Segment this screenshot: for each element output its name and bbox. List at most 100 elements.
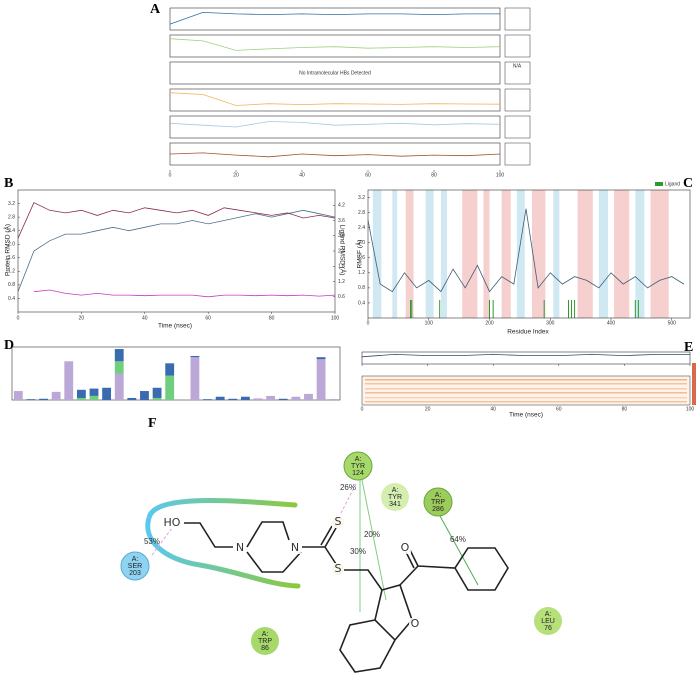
y-tick-label: 2.4	[358, 225, 365, 231]
side-note: N/A	[513, 63, 522, 69]
residue-tyr124	[343, 451, 373, 481]
series-line	[33, 289, 336, 298]
plot-frame	[169, 61, 501, 85]
residue-label: 286	[432, 506, 444, 513]
x-axis-label: Time (nsec)	[509, 412, 543, 419]
y-tick-label: 0.6	[338, 294, 345, 300]
x-tick-label: 0	[367, 320, 370, 326]
bar-segment	[102, 387, 112, 400]
interaction-label: 64%	[450, 535, 466, 544]
y-tick-label: 2.4	[338, 248, 345, 254]
x-tick-label: 100	[331, 315, 340, 321]
plot-frame	[169, 115, 501, 139]
residue-label: TRP	[431, 499, 445, 506]
sse-band	[532, 190, 546, 318]
residue-trp86	[251, 627, 279, 655]
atom-bg	[234, 542, 246, 554]
plot-frame	[361, 351, 691, 365]
x-tick-label: 300	[546, 320, 555, 326]
annotation: No Intramolecular HBs Detected	[299, 70, 371, 76]
interaction-label: 20%	[364, 530, 380, 539]
sse-band	[425, 190, 434, 318]
y-axis-label: RMSF (Å)	[355, 240, 364, 269]
bar-segment	[240, 396, 250, 400]
bar-segment	[316, 359, 326, 400]
bar-segment	[228, 398, 238, 400]
interaction-label: 53%	[144, 537, 160, 546]
sse-band	[462, 190, 478, 318]
residue-label: TRP	[258, 638, 272, 645]
sse-band	[483, 190, 490, 318]
residue-trp286	[423, 487, 453, 517]
residue-leu76	[534, 607, 562, 635]
x-axis-label: Time (nsec)	[158, 323, 192, 330]
series-line	[367, 208, 685, 293]
x-tick-label: 40	[142, 315, 148, 321]
bar-segment	[152, 387, 162, 398]
bar-segment	[165, 363, 175, 376]
y-tick-label: 2.0	[8, 242, 15, 248]
panel-label: A	[150, 2, 161, 17]
y-tick-label: 0.4	[8, 296, 15, 302]
interaction-diagram: A:TYR124A:TYR341A:TRP286A:SER203A:TRP86A…	[120, 451, 562, 673]
legend-swatch	[655, 182, 663, 186]
bar-segment	[203, 399, 212, 400]
y-tick-label: 0.4	[358, 300, 365, 306]
y-tick-label: 1.2	[338, 279, 345, 285]
pi-stacking	[439, 515, 479, 586]
side-panel	[504, 7, 531, 31]
atom-label: S	[335, 515, 342, 528]
bar-segment	[76, 397, 86, 400]
pi-stacking	[361, 479, 387, 601]
bar-segment	[316, 357, 326, 360]
series-line	[361, 353, 690, 358]
x-tick-label: 40	[490, 406, 496, 412]
y-axis-label: Protein RMSD (Å)	[3, 224, 12, 276]
y-tick-label: 3.6	[338, 218, 345, 224]
residue-label: A:	[132, 556, 139, 563]
residue-label: A:	[545, 611, 552, 618]
x-tick-label: 80	[622, 406, 628, 412]
residue-label: A:	[355, 456, 362, 463]
bar-segment	[266, 395, 276, 400]
bar-segment	[152, 397, 162, 400]
sse-band	[516, 190, 525, 318]
series-line	[17, 209, 336, 292]
bar-segment	[190, 357, 200, 400]
residue-label: 86	[261, 645, 269, 652]
atom-bg	[409, 618, 421, 630]
bar-segment	[215, 396, 225, 400]
residue-label: LEU	[541, 618, 555, 625]
panel-label: B	[4, 176, 13, 191]
y-tick-label: 0.8	[8, 282, 15, 288]
x-tick-label: 0	[17, 315, 20, 321]
side-panel	[504, 34, 531, 58]
legend-label: Ligand	[665, 181, 680, 187]
interaction-label: 26%	[340, 483, 356, 492]
series-line	[17, 202, 336, 239]
hbond	[151, 527, 173, 556]
x-tick-label: 100	[496, 172, 505, 178]
sse-band	[405, 190, 414, 318]
trace	[169, 152, 501, 158]
bar-segment	[51, 391, 61, 400]
x-axis-label: Residue Index	[507, 329, 549, 336]
bar-segment	[26, 399, 36, 400]
bar-segment	[291, 396, 301, 400]
bar-segment	[64, 361, 74, 400]
contact-heatmap	[361, 363, 696, 406]
atom-label: S	[335, 562, 342, 575]
y-tick-label: 2.8	[8, 214, 15, 220]
plot-frame	[169, 7, 501, 31]
x-tick-label: 100	[425, 320, 434, 326]
y2-axis-label: Ligand RMSD (Å)	[338, 225, 347, 276]
sse-band	[553, 190, 560, 318]
residue-label: 341	[389, 501, 401, 508]
y-tick-label: 1.6	[8, 255, 15, 261]
sse-band	[440, 190, 447, 318]
residue-label: 203	[129, 570, 141, 577]
bar-segment	[89, 388, 99, 396]
bar-segment	[278, 398, 288, 400]
y-tick-label: 0.8	[358, 285, 365, 291]
residue-label: A:	[262, 631, 269, 638]
